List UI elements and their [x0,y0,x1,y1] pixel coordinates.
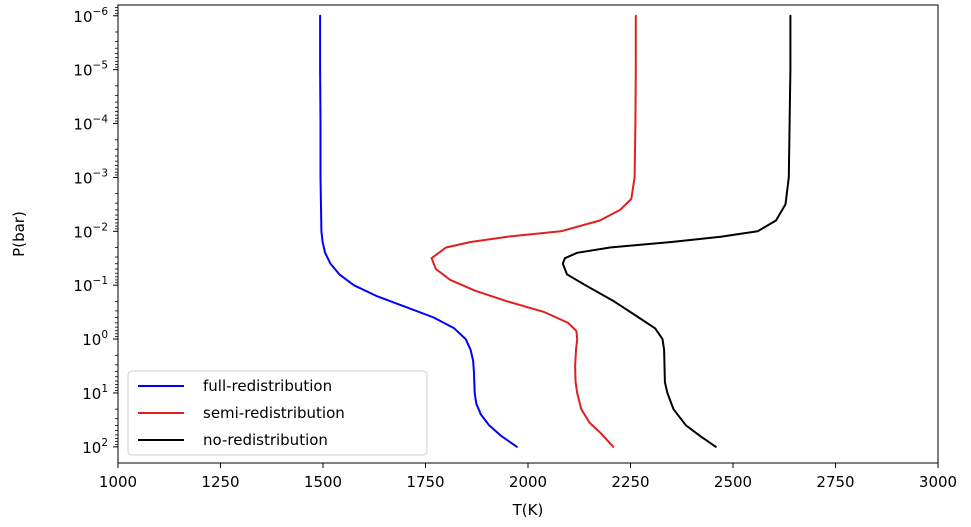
x-tick-label: 2500 [714,473,752,491]
y-tick-label: 10−6 [73,6,108,26]
y-axis-ticks: 10−6 10−5 10−4 10−3 10−2 10−1 100 101 102 [73,6,118,457]
legend-label: semi-redistribution [203,404,345,422]
y-tick-label: 102 [82,437,108,457]
y-tick-label: 10−3 [73,167,108,187]
x-tick-label: 1500 [304,473,342,491]
series-line-semi-redistribution [432,16,636,447]
x-tick-label: 3000 [919,473,957,491]
x-tick-label: 2000 [509,473,547,491]
legend-label: full-redistribution [203,377,332,395]
x-axis-ticks: 1000 1250 1500 1750 2000 2250 2500 2750 3000 [99,463,957,491]
y-tick-label: 101 [82,383,108,403]
legend-label: no-redistribution [203,431,328,449]
y-tick-label: 10−4 [73,114,108,134]
y-axis-label: P(bar) [10,211,28,257]
x-tick-label: 1250 [201,473,239,491]
x-tick-label: 2250 [611,473,649,491]
y-tick-label: 10−5 [73,60,108,80]
x-tick-label: 2750 [816,473,854,491]
y-tick-label: 100 [82,329,108,349]
series-line-no-redistribution [563,16,791,447]
y-tick-label: 10−1 [73,275,108,295]
x-axis-label: T(K) [512,501,544,519]
x-tick-label: 1750 [406,473,444,491]
legend: full-redistribution semi-redistribution no… [128,371,427,455]
x-tick-label: 1000 [99,473,137,491]
y-tick-label: 10−2 [73,221,108,241]
